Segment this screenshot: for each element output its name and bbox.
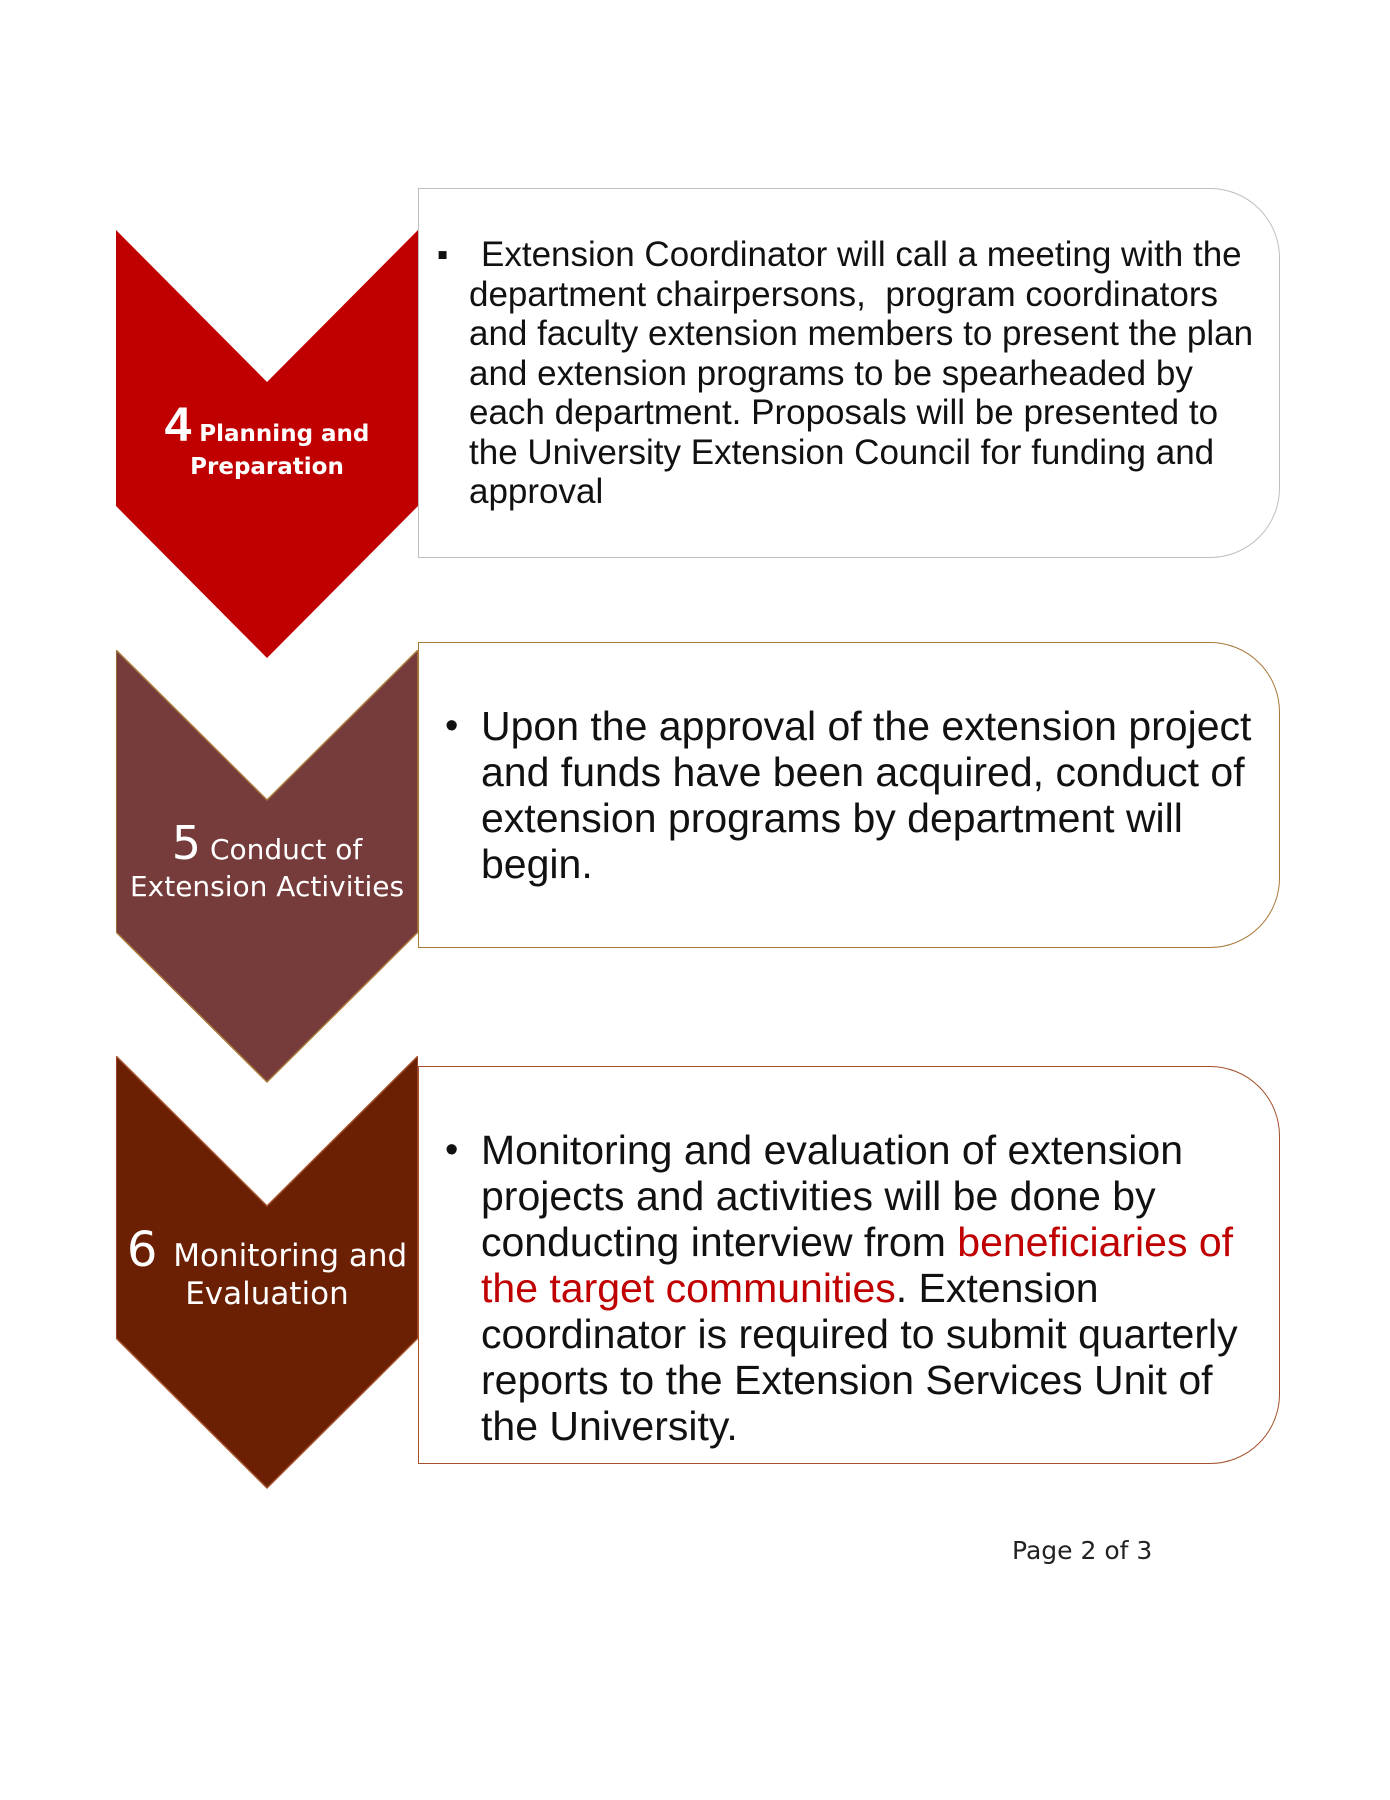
step-5-label-line2: Extension Activities (129, 870, 405, 903)
step-4-label-line2: Preparation (190, 454, 344, 480)
step-5-chevron-shape (116, 650, 418, 1084)
step-5-label: 5 Conduct of Extension Activities (116, 820, 418, 903)
step-6-label-line1: Monitoring and (173, 1238, 408, 1274)
step-5-chevron: 5 Conduct of Extension Activities (116, 650, 418, 1084)
step-4-number: 4 (164, 399, 192, 452)
step-6-label: 6 Monitoring and Evaluation (116, 1226, 418, 1312)
step-4-description-text: Extension Coordinator will call a meetin… (469, 235, 1271, 511)
step-6-description-highlight: beneficiaries of the target communities (481, 1219, 1234, 1311)
step-4-label-line1: Planning and (199, 421, 370, 447)
step-6-label-line2: Evaluation (185, 1276, 349, 1312)
step-4-chevron-polygon (116, 230, 418, 658)
step-4-chevron-shape (116, 230, 418, 658)
round-bullet-icon: • (445, 705, 459, 747)
step-4-label: 4 Planning and Preparation (116, 399, 418, 481)
square-bullet-icon: ▪ (437, 236, 449, 272)
page-number: Page 2 of 3 (1012, 1536, 1153, 1565)
step-6-number: 6 (126, 1222, 158, 1278)
step-5-description-text: Upon the approval of the extension proje… (481, 703, 1252, 887)
step-6-bullet-item: • Monitoring and evaluation of extension… (445, 1127, 1266, 1449)
step-5-bullet-item: • Upon the approval of the extension pro… (445, 703, 1261, 887)
step-6-chevron-shape (116, 1056, 418, 1490)
step-6-chevron-polygon (116, 1056, 418, 1490)
step-6-description-box: • Monitoring and evaluation of extension… (418, 1066, 1280, 1464)
step-4-description-box: ▪ Extension Coordinator will call a meet… (418, 188, 1280, 558)
step-5-description-box: • Upon the approval of the extension pro… (418, 642, 1280, 948)
step-5-label-line1: Conduct of (209, 833, 363, 866)
round-bullet-icon: • (445, 1129, 459, 1171)
step-6-description-text-before: Monitoring and evaluation of extension p… (481, 1127, 1184, 1265)
step-6-description-text-after: . Extension coordinator is required to s… (481, 1265, 1238, 1449)
step-6-chevron: 6 Monitoring and Evaluation (116, 1056, 418, 1490)
step-5-chevron-polygon (116, 650, 418, 1084)
step-4-chevron: 4 Planning and Preparation (116, 230, 418, 660)
step-5-number: 5 (171, 816, 202, 870)
step-4-bullet-item: ▪ Extension Coordinator will call a meet… (437, 235, 1259, 512)
